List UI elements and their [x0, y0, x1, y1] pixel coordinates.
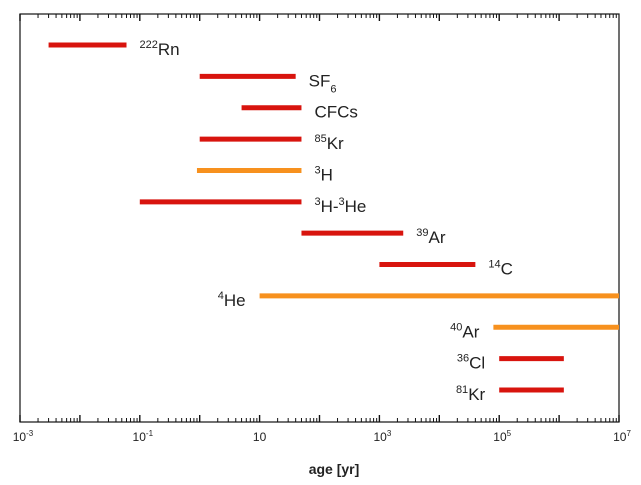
- range-label-4He: 4He: [218, 290, 246, 310]
- range-bars: [48, 42, 619, 393]
- x-tick-label: 10-1: [133, 429, 154, 444]
- x-tick-labels: 10-3 10-1 10 103 105 107: [13, 429, 632, 444]
- x-tick-label: 10: [253, 430, 267, 444]
- x-tick-label: 10-3: [13, 429, 34, 444]
- x-axis-title: age [yr]: [309, 461, 360, 477]
- range-label-SF6: SF6: [309, 71, 337, 95]
- range-label-39Ar: 39Ar: [416, 227, 446, 247]
- range-label-CFCs: CFCs: [314, 103, 357, 122]
- range-label-3H: 3H: [314, 164, 332, 184]
- range-label-3H-3He: 3H-3He: [314, 196, 366, 216]
- x-tick-label: 107: [613, 429, 631, 444]
- range-label-40Ar: 40Ar: [450, 321, 480, 341]
- range-label-14C: 14C: [488, 259, 513, 279]
- range-label-85Kr: 85Kr: [314, 133, 344, 153]
- axis-ticks: [19, 14, 620, 422]
- x-tick-label: 103: [373, 429, 391, 444]
- range-label-81Kr: 81Kr: [456, 384, 486, 404]
- range-labels: 222Rn SF6 CFCs 85Kr 3H 3H-3He 39Ar 14C 4He 40Ar 36…: [140, 39, 513, 404]
- range-label-222Rn: 222Rn: [140, 39, 180, 59]
- x-tick-label: 105: [493, 429, 511, 444]
- range-label-36Cl: 36Cl: [457, 353, 485, 373]
